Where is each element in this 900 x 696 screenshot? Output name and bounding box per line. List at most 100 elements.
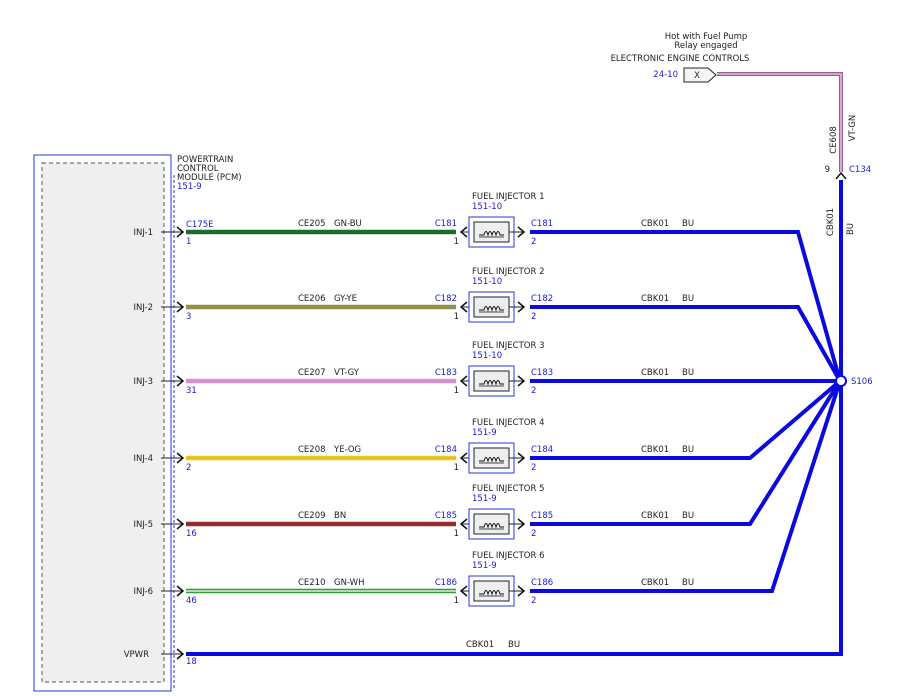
injector-in-pin: 1	[454, 312, 459, 322]
injector-title: FUEL INJECTOR 3	[472, 341, 545, 351]
injector-title: FUEL INJECTOR 5	[472, 484, 545, 494]
bus-color: BU	[682, 445, 694, 455]
injector-ref[interactable]: 151-9	[472, 428, 497, 438]
top-tag-shape	[683, 67, 717, 83]
bus-color: BU	[682, 578, 694, 588]
bus-color: BU	[682, 368, 694, 378]
bus-circuit: CBK01	[641, 578, 669, 588]
pcm-pin-number: 31	[186, 386, 197, 396]
bus-color: BU	[682, 219, 694, 229]
injector-out-pin: 2	[531, 386, 536, 396]
top-tag: X	[694, 71, 700, 81]
pcm-pin-arrow-icon	[176, 226, 185, 238]
bus-inj4	[530, 379, 842, 460]
wire-circuit: CE208	[298, 445, 326, 455]
vpwr-pin: 18	[186, 657, 197, 667]
wire-circuit: CE206	[298, 294, 326, 304]
injector-in-pin: 1	[454, 386, 459, 396]
injector-out-pin: 2	[531, 529, 536, 539]
wire-circuit: CE207	[298, 368, 326, 378]
pcm-pin-arrow-icon	[176, 585, 185, 597]
vpwr-circuit: CBK01	[466, 640, 494, 650]
bus-inj1	[530, 230, 842, 382]
injector-body	[473, 447, 510, 469]
injector-in-connector[interactable]: C181	[435, 219, 457, 229]
c134-arrow-icon	[835, 171, 847, 180]
injector-ref[interactable]: 151-10	[472, 202, 502, 212]
injector-out-arrow-icon	[517, 518, 526, 530]
injector-out-arrow-icon	[517, 375, 526, 387]
injector-out-connector[interactable]: C182	[531, 294, 553, 304]
vpwr-color: BU	[508, 640, 520, 650]
bus-color: BU	[682, 294, 694, 304]
injector-in-pin: 1	[454, 529, 459, 539]
injector-out-connector[interactable]: C184	[531, 445, 553, 455]
coil-icon	[479, 523, 504, 529]
pcm-pin-number: 3	[186, 312, 191, 322]
injector-in-pin: 1	[454, 463, 459, 473]
pcm-pin-arrow-icon	[176, 301, 185, 313]
injector-in-connector[interactable]: C186	[435, 578, 457, 588]
wire-color: VT-GY	[334, 368, 360, 378]
injector-rows: INJ-1 1 CE205 GN-BU C181 1 C181 2 FUEL INJECTOR …	[133, 192, 694, 607]
injector-ref[interactable]: 151-9	[472, 561, 497, 571]
injector-out-connector[interactable]: C185	[531, 511, 553, 521]
splice-label[interactable]: S106	[851, 377, 873, 387]
coil-icon	[479, 306, 504, 312]
vertical-bu: BU	[846, 223, 856, 235]
injector-in-connector[interactable]: C184	[435, 445, 457, 455]
injector-ref[interactable]: 151-9	[472, 494, 497, 504]
injector-out-pin: 2	[531, 463, 536, 473]
injector-body	[473, 370, 510, 392]
coil-icon	[479, 380, 504, 386]
injector-body	[473, 513, 510, 535]
pcm-pin-number: 2	[186, 463, 191, 473]
bus-circuit: CBK01	[641, 368, 669, 378]
bus-inj2	[530, 305, 842, 382]
coil-icon	[479, 231, 504, 237]
wire-circuit: CE205	[298, 219, 326, 229]
pcm-body	[41, 162, 165, 683]
top-ref[interactable]: 24-10	[653, 70, 678, 80]
injector-in-pin: 1	[454, 596, 459, 606]
vpwr-arrow-icon	[176, 648, 185, 660]
ce608-circuit: CE608	[829, 126, 839, 154]
pcm-title-1: POWERTRAIN	[177, 155, 233, 165]
injector-out-arrow-icon	[517, 452, 526, 464]
wire-color: YE-OG	[333, 445, 361, 455]
injector-out-connector[interactable]: C181	[531, 219, 553, 229]
pcm-connector[interactable]: C175E	[186, 220, 214, 230]
injector-ref[interactable]: 151-10	[472, 277, 502, 287]
c134-pin: 9	[825, 165, 830, 175]
bus-circuit: CBK01	[641, 219, 669, 229]
injector-ref[interactable]: 151-10	[472, 351, 502, 361]
injector-out-connector[interactable]: C186	[531, 578, 553, 588]
splice-s106[interactable]	[835, 375, 847, 387]
pcm-pin-arrow-icon	[176, 375, 185, 387]
injector-in-connector[interactable]: C185	[435, 511, 457, 521]
injector-body	[473, 580, 510, 602]
pcm-pin-label: INJ-6	[133, 587, 153, 597]
bus-inj6	[530, 380, 842, 593]
bus-circuit: CBK01	[641, 294, 669, 304]
injector-in-connector[interactable]: C182	[435, 294, 457, 304]
injector-title: FUEL INJECTOR 1	[472, 192, 545, 202]
pcm-pin-number: 1	[186, 237, 191, 247]
pcm-ref[interactable]: 151-9	[177, 182, 202, 192]
injector-title: FUEL INJECTOR 6	[472, 551, 545, 561]
injector-out-pin: 2	[531, 312, 536, 322]
pcm-pin-number: 16	[186, 529, 197, 539]
injector-in-connector[interactable]: C183	[435, 368, 457, 378]
bus-inj5	[530, 379, 842, 526]
c134-connector[interactable]: C134	[849, 165, 871, 175]
injector-out-connector[interactable]: C183	[531, 368, 553, 378]
wire-color: GN-BU	[334, 219, 362, 229]
pcm-pin-number: 46	[186, 596, 197, 606]
pcm-title-3: MODULE (PCM)	[177, 173, 242, 183]
wire-color: GN-WH	[334, 578, 364, 588]
injector-title: FUEL INJECTOR 2	[472, 267, 545, 277]
wire-circuit: CE209	[298, 511, 326, 521]
coil-icon	[479, 457, 504, 463]
wire-color: GY-YE	[334, 294, 357, 304]
